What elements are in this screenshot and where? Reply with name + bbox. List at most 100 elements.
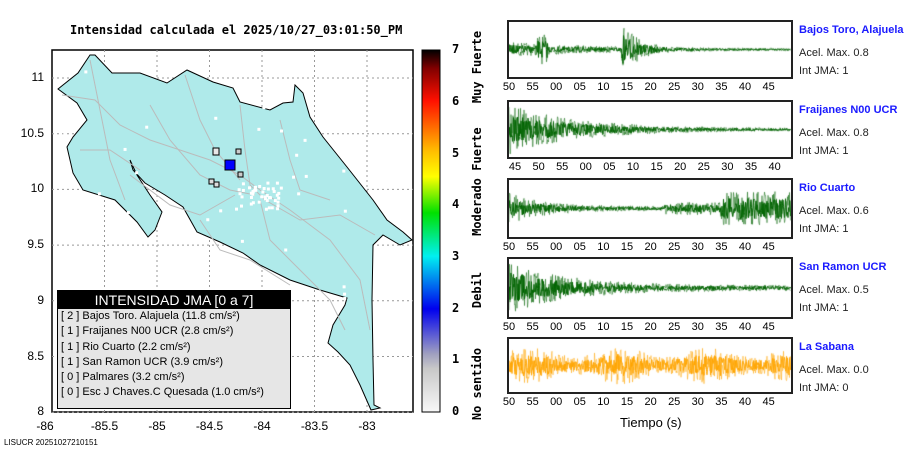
time-tick-label: 35 [715,81,728,93]
station-dot [139,251,143,255]
station-dot [126,211,130,215]
time-tick-label: 35 [715,241,728,253]
station-dot [172,225,176,229]
legend-row: [ 0 ] Palmares (3.2 cm/s²) [58,370,290,385]
legend-intensity: [ 2 ] [61,310,83,322]
station-dot [63,132,67,136]
station-name: Fraijanes N00 UCR [799,104,898,116]
station-dot [253,185,257,189]
legend-intensity: [ 1 ] [61,355,83,368]
station-dot [266,187,270,191]
station-dot [262,106,266,110]
station-dot [261,190,265,194]
intensity-colorbar [421,49,441,413]
time-tick-label: 40 [738,81,752,93]
time-tick-label: 50 [502,241,516,253]
time-tick-label: 05 [603,161,616,173]
station-dot [263,195,267,199]
time-tick-label: 30 [691,396,704,408]
seismogram-panel [507,100,793,159]
station-max-accel: Acel. Max. 0.8 [799,127,869,139]
time-tick-label: 45 [762,396,775,408]
colorbar-tick-label: 0 [452,404,460,418]
time-tick-label: 00 [579,161,592,173]
station-dot [260,195,264,199]
time-tick-label: 15 [620,321,634,333]
station-dot [251,201,255,205]
station-dot [241,182,245,186]
time-tick-label: 50 [502,321,516,333]
station-name: La Sabana [799,341,855,353]
station-marker [212,147,220,156]
time-tick-label: 35 [715,396,728,408]
intensity-legend: INTENSIDAD JMA [0 a 7] [ 2 ] Bajos Toro.… [57,290,291,409]
seismogram-panel [507,178,793,239]
time-tick-label: 20 [674,161,687,173]
lon-tick-label: -86 [36,419,54,433]
legend-station-text: Fraijanes N00 UCR (2.8 cm/s²) [82,325,234,338]
colorbar-tick-label: 3 [452,248,460,263]
station-name: Rio Cuarto [799,182,856,194]
time-tick-label: 40 [738,396,752,408]
station-dot [343,209,347,213]
time-tick-label: 45 [762,241,775,253]
time-tick-label: 40 [738,321,752,333]
station-dot [345,79,349,83]
legend-row: [ 1 ] San Ramon UCR (3.9 cm/s²) [58,355,290,370]
waveform-trace [509,259,791,317]
station-dot [249,202,253,206]
station-dot [343,296,347,300]
waveform-trace [509,22,791,77]
station-dot [238,192,242,196]
time-tick-label: 10 [597,321,610,333]
station-dot [276,207,280,211]
lon-tick-label: -85 [148,419,166,433]
station-dot [249,195,253,199]
station-dot [266,181,270,185]
time-tick-label: 30 [721,161,734,173]
seismogram-panel [507,257,793,319]
footer-id: LISUCR 20251027210151 [4,438,98,447]
station-dot [375,318,379,322]
time-tick-label: 25 [697,161,710,173]
lat-tick-label: 10.5 [20,125,44,140]
legend-station-text: Palmares (3.2 cm/s²) [82,371,185,384]
time-tick-label: 45 [508,161,522,173]
time-tick-label: 35 [744,161,758,173]
time-tick-label: 10 [597,396,610,408]
time-tick-label: 30 [691,81,704,93]
lat-tick-label: 8.5 [27,348,44,363]
lat-tick-label: 9.5 [27,237,44,252]
station-dot [249,191,253,195]
station-jma-intensity: Int JMA: 1 [799,145,849,157]
station-dot [268,196,272,200]
station-dot [342,169,346,173]
time-tick-label: 50 [502,396,516,408]
lat-tick-label: 9 [37,292,44,307]
time-tick-label: 10 [597,241,610,253]
station-dot [279,186,283,190]
lat-tick-label: 10 [30,181,44,196]
station-dot [240,195,244,199]
station-dot [264,207,268,211]
time-tick-label: 40 [738,241,752,253]
waveform-trace [509,102,791,157]
lon-tick-label: -85.5 [90,419,119,433]
station-dot [206,218,210,222]
time-tick-label: 25 [668,81,681,93]
lon-tick-label: -83.5 [300,419,329,433]
station-dot [76,262,80,266]
station-dot [304,174,308,178]
station-dot [251,190,255,194]
station-dot [262,186,266,190]
time-tick-label: 15 [620,81,634,93]
station-dot [258,184,262,188]
station-dot [257,200,261,204]
time-axis-label: Tiempo (s) [620,415,682,430]
station-dot [240,239,244,243]
time-tick-label: 05 [573,241,586,253]
station-dot [270,206,274,210]
station-dot [377,308,381,312]
time-tick-label: 55 [526,81,539,93]
station-dot [239,204,243,208]
